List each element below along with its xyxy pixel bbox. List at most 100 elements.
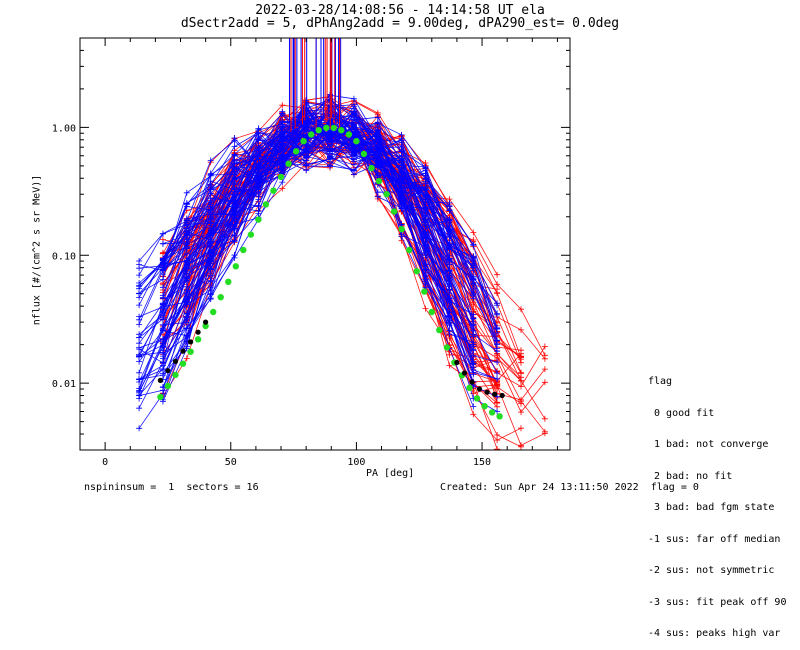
flux-marker	[350, 152, 357, 159]
flux-marker	[159, 276, 166, 283]
flux-marker	[255, 163, 262, 170]
fit-point	[187, 348, 194, 355]
fit-point	[443, 344, 451, 351]
flux-marker	[422, 193, 429, 200]
flux-marker	[398, 200, 405, 207]
flux-marker	[374, 133, 381, 140]
fit-point	[255, 216, 262, 223]
flux-curve	[162, 97, 474, 326]
flux-marker	[422, 208, 429, 215]
flux-marker	[446, 199, 453, 206]
flux-marker	[541, 379, 548, 386]
fit-point	[210, 308, 217, 316]
fit-point	[390, 208, 398, 215]
flux-marker	[446, 351, 453, 358]
flux-marker	[231, 238, 238, 245]
flux-marker	[159, 347, 166, 354]
flux-curve	[138, 118, 498, 329]
flux-curve	[138, 134, 498, 380]
flux-marker	[231, 143, 238, 150]
flux-marker	[494, 311, 501, 318]
footer-created-info: Created: Sun Apr 24 13:11:50 2022 flag =…	[440, 482, 699, 493]
flux-marker	[446, 362, 453, 369]
flux-marker	[398, 233, 405, 240]
flux-marker	[446, 274, 453, 281]
flag-legend-item: -3 sus: fit peak off 90	[648, 596, 787, 608]
flux-marker	[470, 321, 477, 328]
flux-marker	[183, 189, 190, 196]
flux-marker	[470, 258, 477, 264]
flux-marker	[279, 123, 286, 130]
fit-point	[277, 173, 285, 181]
flux-marker	[231, 254, 238, 261]
flux-marker	[446, 313, 453, 320]
x-tick-label: 0	[102, 457, 108, 468]
plot-frame	[79, 37, 571, 451]
flux-marker	[207, 157, 214, 164]
flux-marker	[136, 388, 143, 395]
flux-marker	[231, 135, 238, 141]
flux-marker	[470, 286, 477, 292]
flux-marker	[422, 260, 429, 267]
fit-point	[496, 413, 503, 420]
fit-point	[157, 393, 164, 401]
flux-curve	[162, 126, 474, 315]
flux-marker	[374, 161, 381, 168]
flux-marker	[207, 195, 214, 202]
fit-point	[353, 138, 360, 145]
y-tick-label: 1.00	[52, 123, 76, 134]
flux-marker	[374, 119, 381, 126]
flux-marker	[255, 210, 262, 217]
flux-marker	[183, 258, 190, 265]
flux-marker	[541, 366, 548, 373]
fit-point	[428, 308, 435, 316]
flux-marker	[446, 320, 453, 327]
flux-marker	[159, 398, 166, 405]
flux-marker	[494, 437, 501, 444]
flux-marker	[422, 164, 429, 171]
flux-marker	[255, 203, 262, 210]
flux-marker	[136, 321, 143, 328]
flux-marker	[470, 343, 477, 350]
y-axis-label: nflux [#/(cm^2 s sr MeV)]	[31, 174, 43, 326]
flux-marker	[541, 430, 548, 437]
flux-marker	[446, 268, 453, 275]
flux-marker	[207, 291, 214, 298]
flux-marker	[231, 227, 238, 233]
flux-marker	[136, 425, 143, 432]
flux-marker	[183, 287, 190, 294]
flux-marker	[518, 359, 524, 366]
median-point	[180, 348, 186, 354]
flux-marker	[350, 161, 357, 168]
fit-point	[240, 246, 247, 254]
flux-marker	[159, 240, 166, 247]
flux-curve	[162, 123, 474, 365]
flux-marker	[422, 266, 429, 273]
median-point	[484, 389, 490, 395]
fit-point	[330, 124, 337, 132]
flux-marker	[374, 155, 381, 161]
flux-marker	[231, 175, 238, 182]
flux-marker	[159, 301, 166, 308]
fit-point	[300, 138, 307, 145]
flux-marker	[207, 171, 214, 178]
flux-marker	[279, 102, 286, 109]
flux-marker	[136, 351, 143, 358]
flux-marker	[518, 347, 524, 354]
flux-marker	[159, 295, 166, 302]
flux-marker	[374, 172, 381, 179]
flux-marker	[374, 138, 381, 145]
flux-marker	[327, 134, 333, 141]
median-point	[195, 329, 201, 335]
flux-curve	[138, 113, 498, 352]
flux-marker	[494, 271, 501, 278]
flux-marker	[159, 284, 166, 291]
flux-marker	[136, 265, 143, 272]
flux-marker	[207, 255, 214, 262]
flux-marker	[494, 381, 501, 388]
chart-subtitle: dSectr2add = 5, dPhAng2add = 9.00deg, dP…	[180, 16, 620, 31]
flux-marker	[541, 343, 548, 350]
fit-point	[247, 231, 255, 238]
flux-marker	[159, 267, 166, 274]
flux-marker	[422, 222, 429, 229]
